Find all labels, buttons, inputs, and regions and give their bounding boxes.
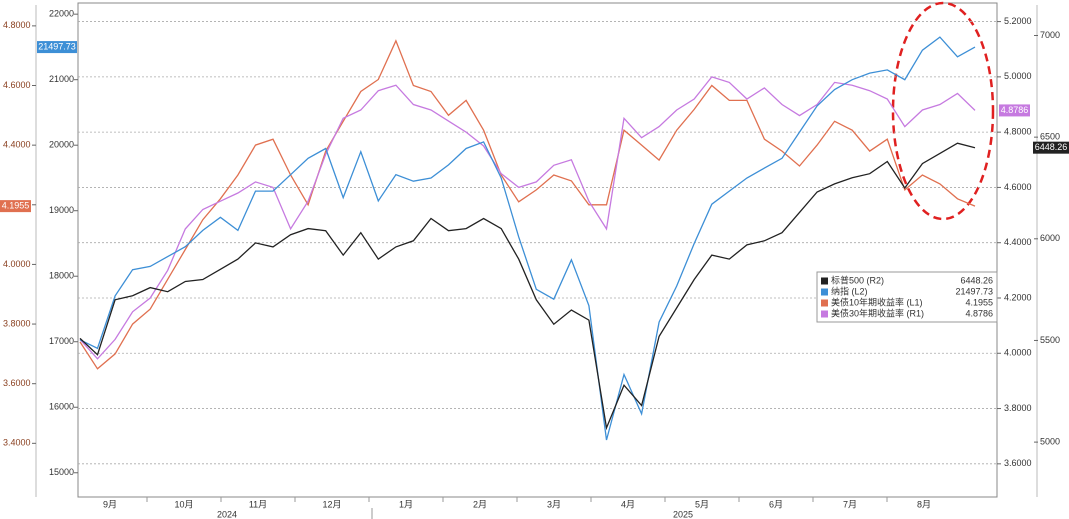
x-tick-label: 1月 [399,499,413,509]
y-tick-label: 3.4000 [3,438,31,448]
y-tick-label: 21000 [49,74,74,84]
x-tick-label: 3月 [547,499,561,509]
y-tick-label: 4.6000 [1004,182,1032,192]
y-tick-label: 6500 [1040,132,1060,142]
y-tick-label: 5.2000 [1004,16,1032,26]
legend-label: 美债10年期收益率 (L1) [831,296,923,307]
x-tick-label: 2月 [473,499,487,509]
y-tick-label: 7000 [1040,30,1060,40]
series-line [79,39,976,370]
legend-label: 美债30年期收益率 (R1) [831,307,924,318]
y-tick-label: 4.4000 [1004,237,1032,247]
value-tag [1033,141,1069,154]
year-label: 2025 [673,509,693,519]
x-tick-label: 7月 [843,499,857,509]
year-label: 2024 [217,509,237,519]
y-tick-label: 4.0000 [1004,348,1032,358]
y-tick-label: 18000 [49,271,74,281]
y-tick-label: 16000 [49,402,74,412]
value-tag [37,41,77,54]
value-tag-label: 4.1955 [2,200,30,210]
x-tick-label: 6月 [769,499,783,509]
y-tick-label: 4.8000 [1004,127,1032,137]
y-tick-label: 3.8000 [1004,403,1032,413]
legend-swatch [821,277,828,285]
legend-box [816,271,998,323]
y-tick-label: 4.6000 [3,80,31,90]
y-tick-label: 5.0000 [1004,71,1032,81]
legend-label: 标普500 (R2) [831,274,884,285]
plot-frame [77,2,998,498]
y-tick-label: 15000 [49,467,74,477]
value-tag-label: 6448.26 [1035,142,1068,152]
y-tick-label: 5500 [1040,335,1060,345]
y-tick-label: 3.6000 [1004,458,1032,468]
y-tick-label: 4.4000 [3,140,31,150]
x-tick-label: 8月 [917,499,931,509]
legend-swatch [821,299,828,307]
series-line [79,76,976,360]
y-tick-label: 17000 [49,336,74,346]
x-tick-label: 10月 [174,499,193,509]
x-tick-label: 11月 [249,499,267,509]
series-line [79,36,976,441]
y-tick-label: 20000 [49,140,74,150]
value-tag-label: 4.8786 [1001,105,1029,115]
x-tick-label: 4月 [621,499,635,509]
value-tag [999,104,1030,117]
legend-value: 4.1955 [965,297,993,307]
x-tick-label: 9月 [103,499,117,509]
y-tick-label: 22000 [49,9,74,19]
legend-swatch [821,310,828,318]
y-tick-label: 19000 [49,205,74,215]
value-tag [0,200,31,213]
x-tick-label: 12月 [322,499,341,509]
series-line [79,142,976,431]
y-tick-label: 6000 [1040,233,1060,243]
y-tick-label: 3.8000 [3,318,31,328]
y-tick-label: 4.2000 [1004,292,1032,302]
legend-value: 21497.73 [955,286,993,296]
legend-swatch [821,288,828,296]
y-tick-label: 4.0000 [3,259,31,269]
legend-value: 4.8786 [965,308,993,318]
legend-value: 6448.26 [960,275,993,285]
highlight-ellipse [891,1,995,221]
legend-label: 纳指 (L2) [831,285,868,296]
y-tick-label: 5000 [1040,436,1060,446]
y-tick-label: 4.8000 [3,20,31,30]
x-tick-label: 5月 [695,499,709,509]
y-tick-label: 3.6000 [3,378,31,388]
value-tag-label: 21497.73 [38,41,76,51]
